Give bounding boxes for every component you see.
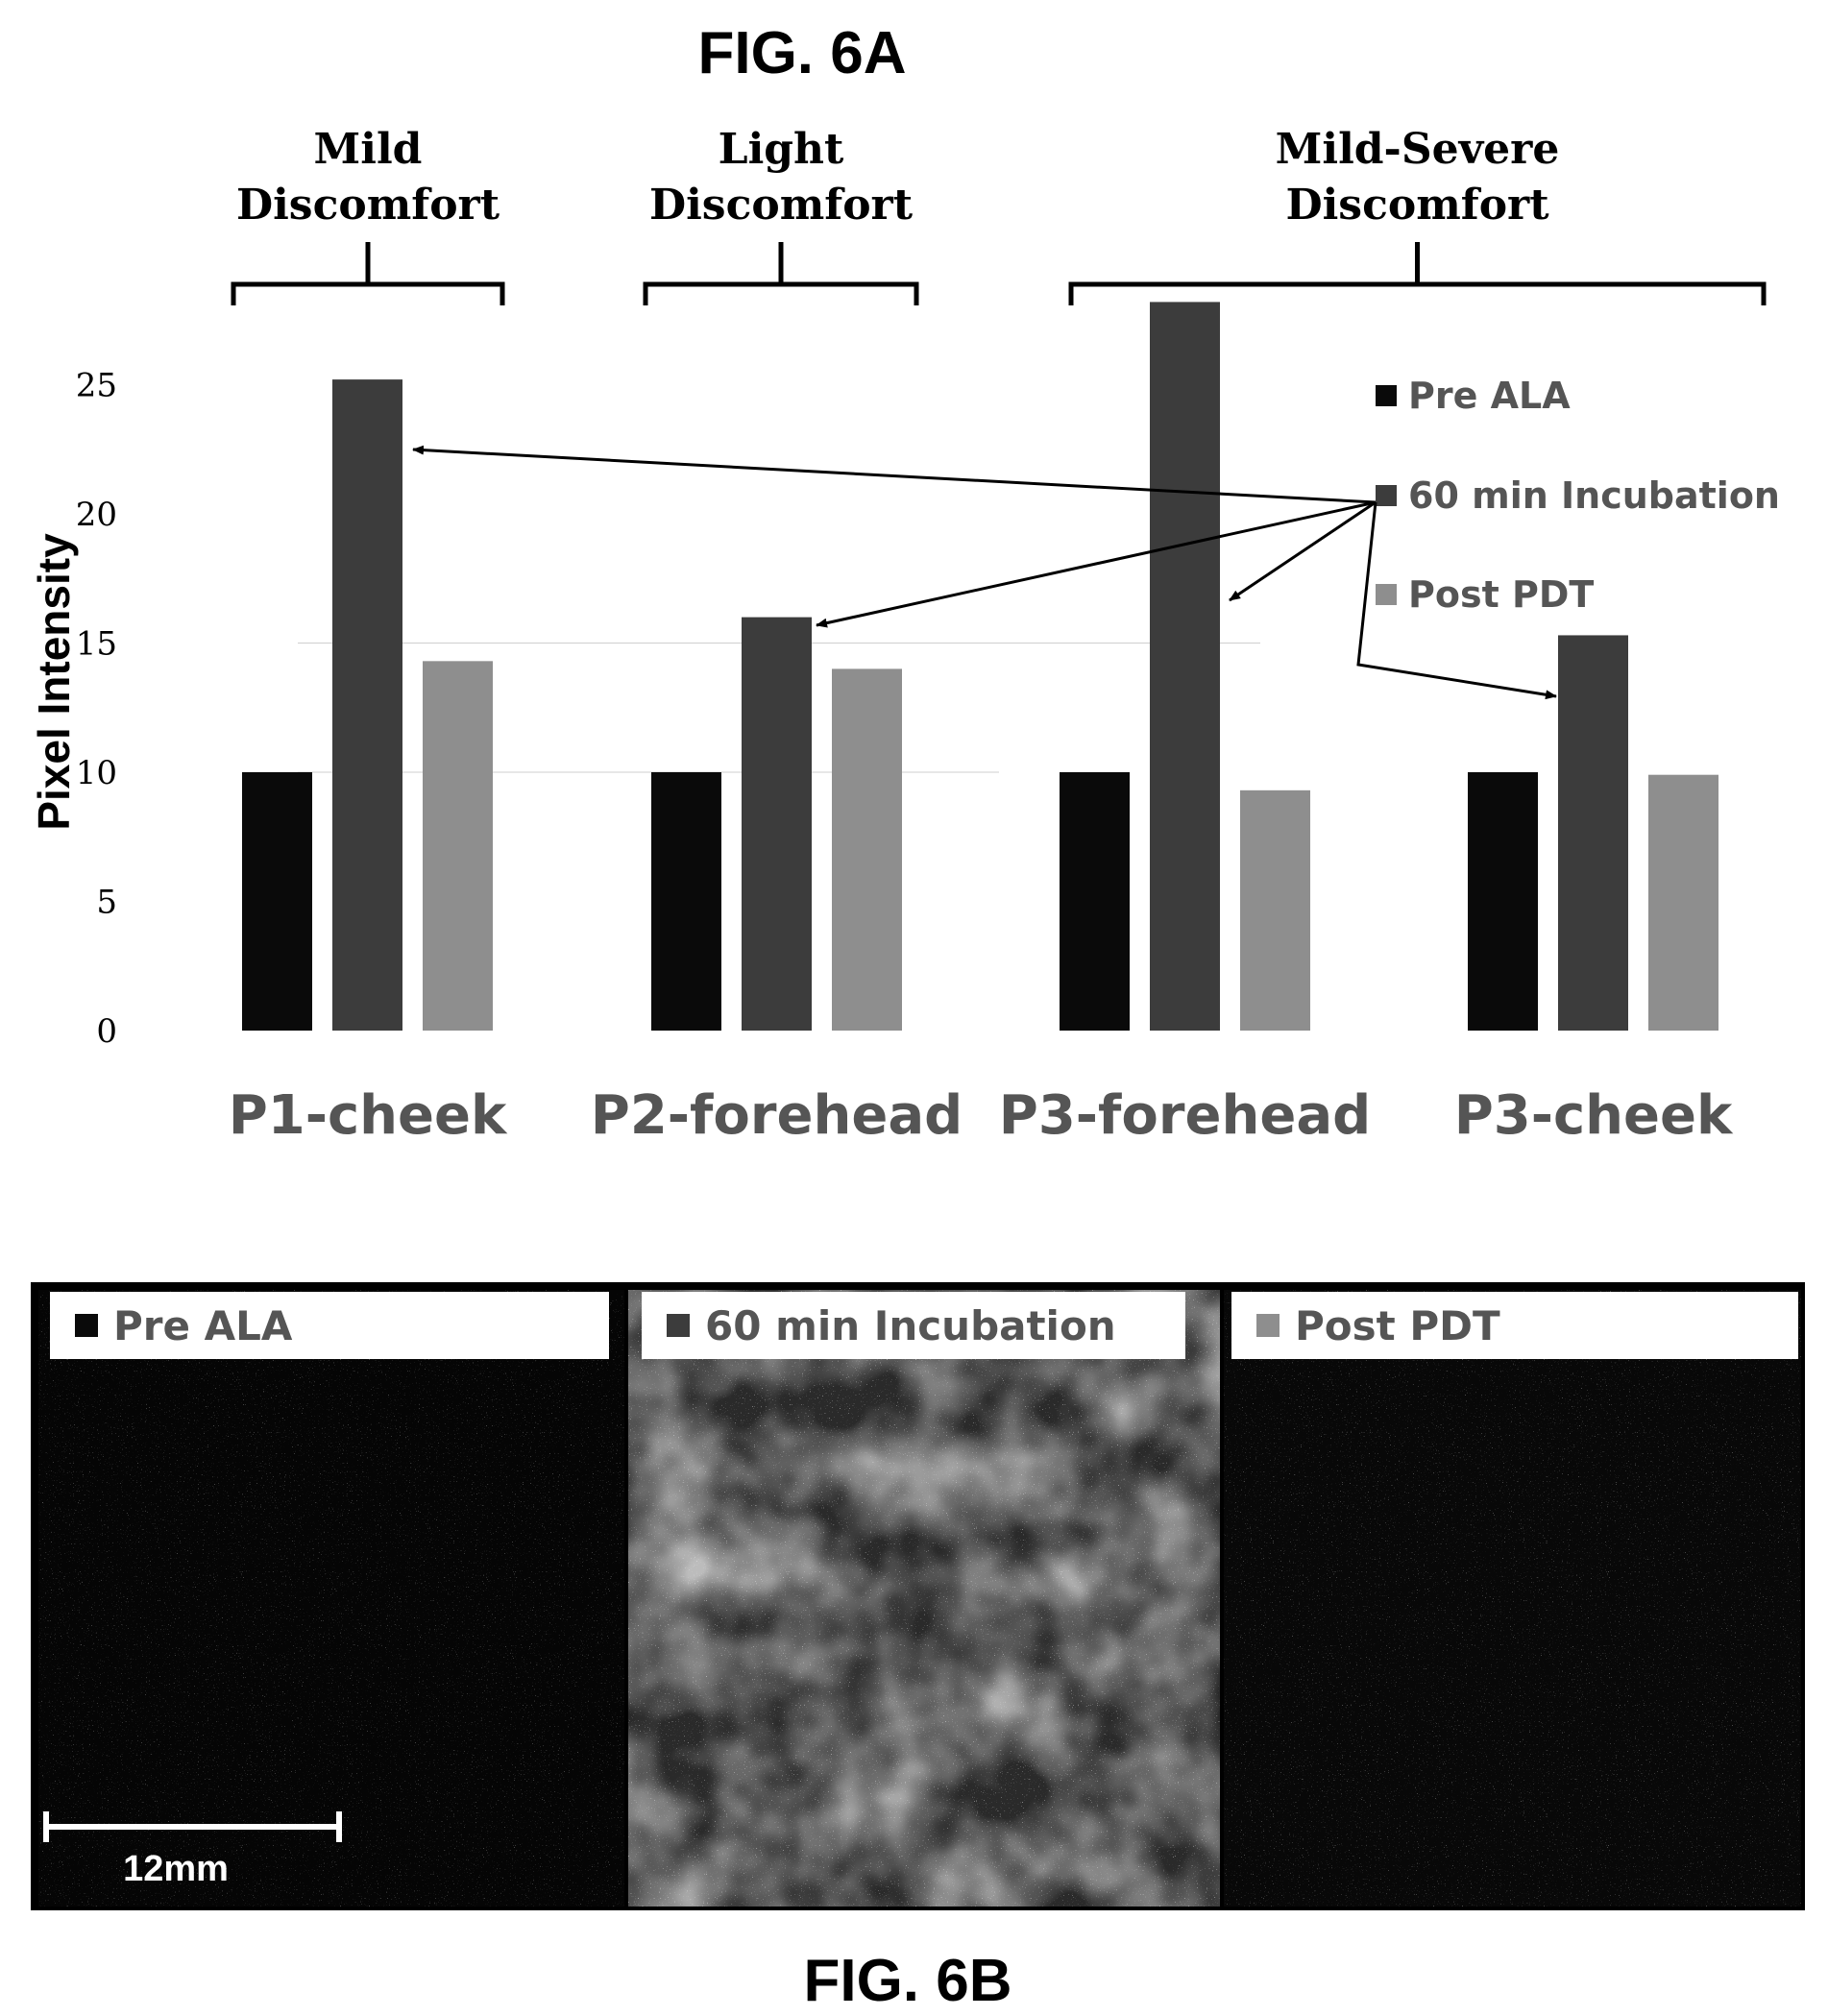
discomfort-groups: Mild Discomfort Light Discomfort Mild-Severe… <box>231 125 1767 305</box>
y-axis: 0 5 10 15 20 25 <box>76 367 117 1052</box>
legend: Pre ALA 60 min Incubation Post PDT <box>1376 375 1780 616</box>
annotation-arrows <box>412 445 1557 700</box>
panel-post-pdt-image <box>1224 1290 1801 1907</box>
panel-legend-swatch-post-pdt <box>1256 1314 1280 1337</box>
legend-swatch-pre-ala <box>1376 385 1397 406</box>
group-bracket-mild-severe-discomfort <box>1068 242 1767 305</box>
group-bracket-light-discomfort <box>643 242 919 305</box>
y-tick-label-20: 20 <box>76 496 117 534</box>
bar-p3-cheek-pre-ala <box>1468 772 1538 1031</box>
bar-p2-forehead-pre-ala <box>651 772 721 1031</box>
x-label-p3-forehead: P3-forehead <box>999 1084 1371 1147</box>
y-tick-label-15: 15 <box>76 625 117 664</box>
panel-legend-label-post-pdt: Post PDT <box>1295 1302 1500 1349</box>
panel-legend-box-pre-ala <box>50 1292 609 1359</box>
legend-swatch-60-min-incubation <box>1376 485 1397 506</box>
bar-p2-forehead-60-min-incubation <box>742 617 812 1031</box>
bar-p3-forehead-post-pdt <box>1240 789 1310 1031</box>
panel-legend-swatch-60-min-incubation <box>667 1314 690 1337</box>
bar-p3-forehead-pre-ala <box>1060 772 1130 1031</box>
y-tick-label-5: 5 <box>96 884 117 922</box>
bars <box>242 302 1718 1031</box>
figure-a-label: FIG. 6A <box>697 20 906 86</box>
bar-p1-cheek-post-pdt <box>423 661 493 1031</box>
bar-p1-cheek-60-min-incubation <box>332 379 402 1031</box>
arrow-to-p3-cheek <box>1356 501 1557 700</box>
panel-legends: Pre ALA 60 min Incubation Post PDT <box>50 1292 1798 1359</box>
panel-legend-box-post-pdt <box>1231 1292 1798 1359</box>
panel-legend-label-60-min-incubation: 60 min Incubation <box>705 1302 1116 1349</box>
y-tick-label-25: 25 <box>76 367 117 405</box>
panel-legend-label-pre-ala: Pre ALA <box>113 1302 293 1349</box>
legend-swatch-post-pdt <box>1376 584 1397 605</box>
arrow-to-p3-forehead <box>1229 500 1377 602</box>
group-label-light-discomfort: Light Discomfort <box>649 125 914 230</box>
x-axis-labels: P1-cheek P2-forehead P3-forehead P3-cheek <box>229 1084 1734 1147</box>
panel-legend-box-60-min-incubation <box>642 1292 1185 1359</box>
bar-p3-forehead-60-min-incubation <box>1150 302 1220 1031</box>
x-label-p3-cheek: P3-cheek <box>1454 1084 1734 1147</box>
figure-b-label: FIG. 6B <box>803 1948 1011 2014</box>
legend-label-60-min-incubation: 60 min Incubation <box>1408 474 1780 517</box>
bar-p3-cheek-60-min-incubation <box>1558 635 1628 1031</box>
y-axis-label: Pixel Intensity <box>29 533 79 831</box>
bar-p2-forehead-post-pdt <box>832 668 902 1031</box>
arrow-to-p2-forehead <box>816 500 1377 628</box>
panel-60min-image <box>628 1290 1220 1907</box>
legend-label-pre-ala: Pre ALA <box>1408 375 1571 417</box>
scale-bar-label: 12mm <box>123 1849 229 1889</box>
scale-bar: 12mm <box>43 1811 342 1889</box>
group-label-mild-severe-discomfort: Mild-Severe Discomfort <box>1276 125 1560 230</box>
panel-pre-ala-image <box>38 1290 624 1907</box>
arrow-to-p1-cheek <box>412 445 1377 504</box>
x-label-p2-forehead: P2-forehead <box>591 1084 963 1147</box>
panel-legend-swatch-pre-ala <box>75 1314 98 1337</box>
group-label-mild-discomfort: Mild Discomfort <box>236 125 500 230</box>
bar-p3-cheek-post-pdt <box>1648 774 1718 1031</box>
legend-label-post-pdt: Post PDT <box>1408 573 1594 616</box>
group-bracket-mild-discomfort <box>231 242 505 305</box>
microscopy-panels: Pre ALA 60 min Incubation Post PDT 12mm <box>31 1282 1805 1910</box>
bar-chart: 0 5 10 15 20 25 P1-cheek P2-forehead P3-forehea… <box>29 302 1780 1147</box>
x-label-p1-cheek: P1-cheek <box>229 1084 508 1147</box>
y-tick-label-10: 10 <box>76 754 117 792</box>
y-tick-label-0: 0 <box>96 1012 117 1051</box>
bar-p1-cheek-pre-ala <box>242 772 312 1031</box>
